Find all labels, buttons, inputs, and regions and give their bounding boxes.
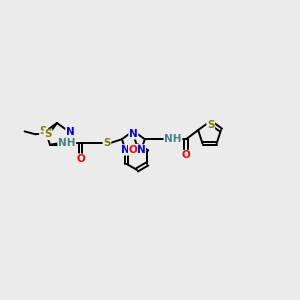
Text: NH: NH — [164, 134, 182, 144]
Text: N: N — [66, 127, 75, 137]
Text: O: O — [76, 154, 85, 164]
Text: S: S — [40, 126, 47, 136]
Text: S: S — [103, 138, 111, 148]
Text: N: N — [121, 145, 130, 155]
Text: N: N — [136, 145, 146, 155]
Text: NH: NH — [58, 138, 76, 148]
Text: O: O — [182, 150, 190, 161]
Text: N: N — [129, 129, 138, 139]
Text: N: N — [61, 139, 70, 149]
Text: O: O — [129, 145, 137, 154]
Text: S: S — [207, 119, 214, 130]
Text: S: S — [44, 129, 52, 140]
